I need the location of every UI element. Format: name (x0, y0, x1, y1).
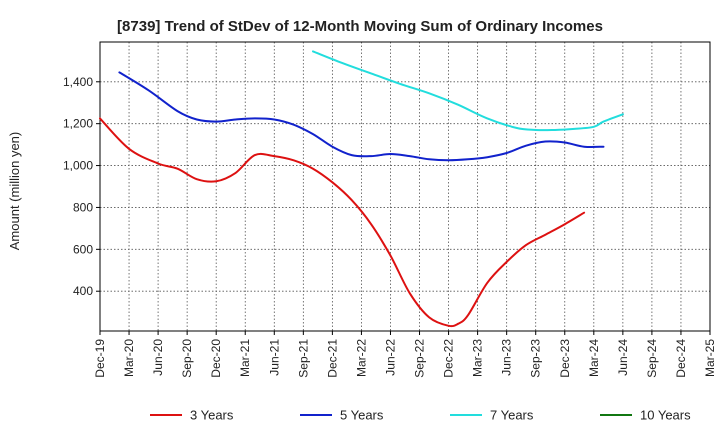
x-tick-label: Mar-20 (122, 339, 136, 377)
x-tick-label: Dec-21 (325, 339, 339, 378)
x-tick-label: Jun-22 (383, 339, 397, 376)
legend-label-5-years: 5 Years (340, 408, 384, 423)
y-tick-label: 1,400 (63, 75, 93, 89)
series-line-3-years (99, 117, 586, 328)
x-tick-label: Jun-20 (151, 339, 165, 376)
x-tick-label: Dec-22 (442, 339, 456, 378)
x-tick-label: Jun-23 (500, 339, 514, 376)
y-tick-label: 600 (73, 242, 93, 256)
x-tick-label: Mar-23 (471, 339, 485, 377)
legend-label-7-years: 7 Years (490, 408, 534, 423)
y-tick-label: 1,000 (63, 159, 93, 173)
y-tick-label: 1,200 (63, 117, 93, 131)
plot-frame (99, 41, 711, 332)
gridlines (100, 42, 710, 331)
x-tick-label: Mar-25 (703, 339, 717, 377)
series-lines (99, 50, 624, 328)
x-tick-label: Sep-20 (180, 339, 194, 378)
x-tick-label: Jun-21 (267, 339, 281, 376)
chart-title: [8739] Trend of StDev of 12-Month Moving… (117, 18, 603, 35)
legend-label-3-years: 3 Years (190, 408, 234, 423)
y-tick-label: 800 (73, 200, 93, 214)
x-tick-label: Sep-23 (529, 339, 543, 378)
series-line-7-years (312, 50, 624, 132)
x-tick-label: Dec-24 (674, 339, 688, 378)
x-tick-label: Sep-21 (296, 339, 310, 378)
y-axis-title: Amount (million yen) (7, 132, 22, 251)
x-tick-label: Mar-22 (354, 339, 368, 377)
legend-label-10-years: 10 Years (640, 408, 691, 423)
legend: 3 Years 5 Years 7 Years 10 Years (150, 408, 691, 423)
axis-ticks: Dec-19 Mar-20 Jun-20 Sep-20 Dec-20 Mar-21 Jun-… (63, 75, 717, 378)
x-tick-label: Sep-24 (645, 339, 659, 378)
x-tick-label: Dec-19 (93, 339, 107, 378)
x-tick-label: Sep-22 (413, 339, 427, 378)
x-tick-label: Jun-24 (616, 339, 630, 376)
x-tick-label: Mar-21 (238, 339, 252, 377)
x-tick-label: Dec-20 (209, 339, 223, 378)
y-tick-label: 400 (73, 284, 93, 298)
x-tick-label: Dec-23 (558, 339, 572, 378)
series-line-5-years (118, 71, 605, 162)
x-tick-label: Mar-24 (587, 339, 601, 377)
